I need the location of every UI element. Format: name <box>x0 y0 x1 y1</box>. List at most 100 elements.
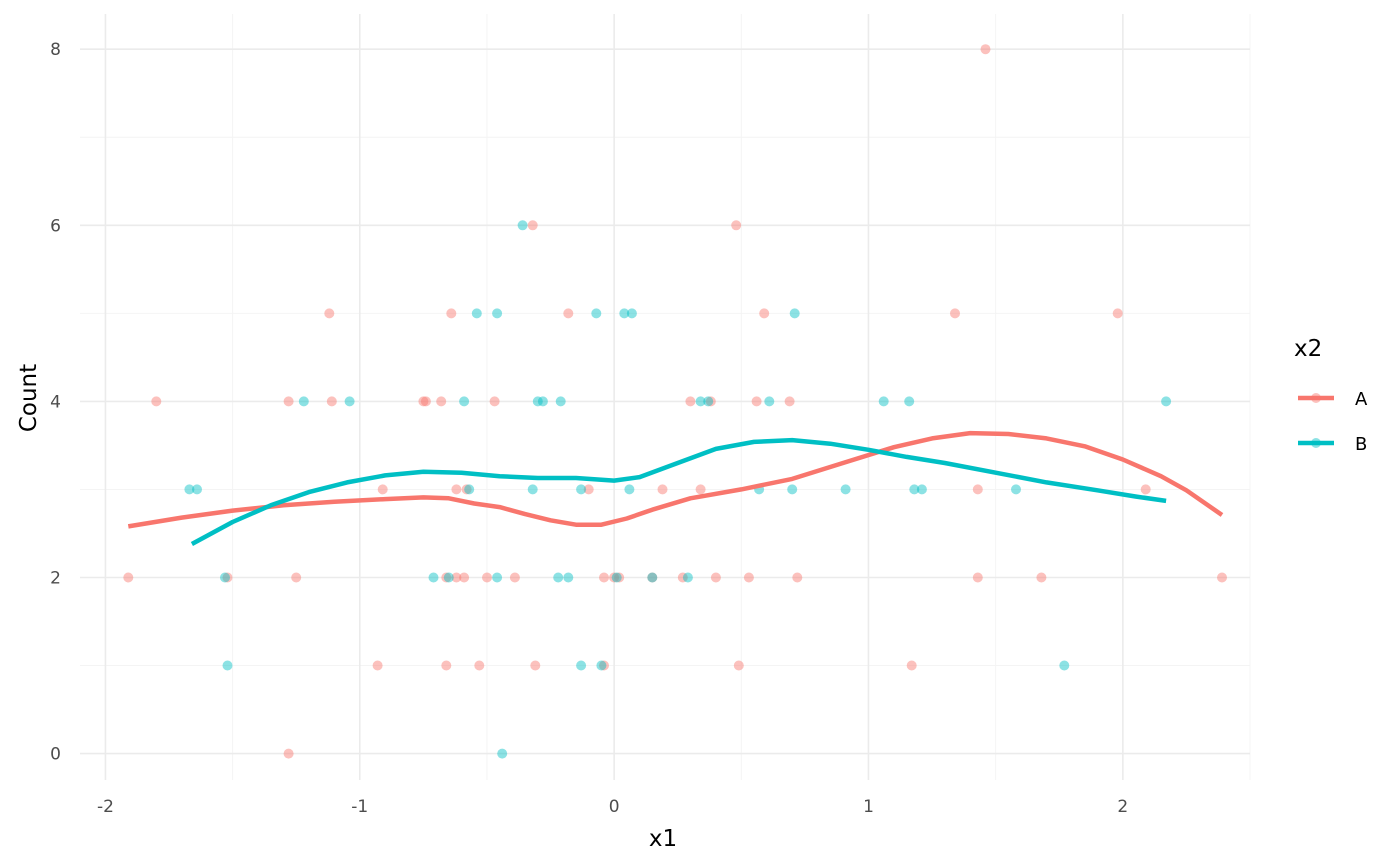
data-point-B <box>596 660 607 671</box>
data-point-B <box>563 572 574 583</box>
data-point-B <box>591 308 602 319</box>
data-point-A <box>1217 572 1227 583</box>
data-point-A <box>784 396 795 407</box>
data-point-B <box>428 572 439 583</box>
legend-key-point <box>1311 393 1321 403</box>
data-point-B <box>909 484 920 495</box>
data-point-A <box>283 748 294 759</box>
data-point-B <box>1059 660 1070 671</box>
data-point-A <box>377 484 388 495</box>
data-point-B <box>576 660 587 671</box>
x-tick-label: -2 <box>97 797 114 817</box>
data-point-B <box>916 484 927 495</box>
legend-key-point <box>1311 438 1321 448</box>
data-point-B <box>553 572 564 583</box>
y-tick-label: 4 <box>50 392 61 412</box>
data-point-B <box>459 396 470 407</box>
data-point-A <box>372 660 383 671</box>
data-point-A <box>441 660 452 671</box>
data-point-A <box>436 396 447 407</box>
smooth-lines <box>127 430 1224 546</box>
data-point-A <box>420 396 431 407</box>
data-point-A <box>563 308 574 319</box>
data-point-B <box>471 308 482 319</box>
legend-item-A: A <box>1298 389 1368 410</box>
legend: x2 AB <box>1294 336 1368 455</box>
data-point-A <box>751 396 762 407</box>
data-point-A <box>609 572 620 583</box>
x-tick-label: -1 <box>351 797 368 817</box>
data-point-A <box>695 484 706 495</box>
data-point-B <box>840 484 851 495</box>
data-point-A <box>482 572 492 583</box>
data-point-A <box>710 572 721 583</box>
data-point-B <box>344 396 355 407</box>
data-point-A <box>972 484 983 495</box>
legend-label: A <box>1355 389 1368 410</box>
data-point-A <box>647 572 658 583</box>
data-point-B <box>764 396 775 407</box>
x-tick-label: 0 <box>609 797 620 817</box>
data-point-B <box>192 484 202 495</box>
x-axis-title: x1 <box>649 826 677 852</box>
y-axis-title: Count <box>16 364 42 432</box>
legend-items: AB <box>1298 389 1368 455</box>
x-axis-ticks: -2 -1 0 1 2 <box>97 797 1128 817</box>
y-axis-ticks: 0 2 4 6 8 <box>50 40 61 764</box>
data-point-A <box>906 660 917 671</box>
data-point-B <box>527 484 538 495</box>
data-point-A <box>446 308 457 319</box>
data-point-B <box>878 396 889 407</box>
legend-label: B <box>1355 434 1367 455</box>
data-point-A <box>123 572 134 583</box>
data-point-A <box>759 308 770 319</box>
data-point-A <box>441 572 452 583</box>
grid-lines <box>80 14 1251 780</box>
data-point-A <box>474 660 485 671</box>
y-tick-label: 0 <box>50 745 61 765</box>
data-point-B <box>1011 484 1021 495</box>
data-point-A <box>792 572 803 583</box>
x-tick-label: 2 <box>1117 797 1128 817</box>
data-point-A <box>451 572 462 583</box>
data-point-B <box>626 308 637 319</box>
data-point-B <box>619 308 630 319</box>
data-point-B <box>904 396 915 407</box>
data-point-A <box>222 572 233 583</box>
data-point-B <box>537 396 548 407</box>
y-tick-label: 2 <box>50 568 61 588</box>
data-point-B <box>492 308 503 319</box>
data-point-B <box>220 572 230 583</box>
data-point-A <box>527 220 538 231</box>
data-point-B <box>1161 396 1172 407</box>
data-point-B <box>576 484 587 495</box>
data-point-A <box>733 660 744 671</box>
data-point-A <box>459 572 470 583</box>
data-point-A <box>657 484 668 495</box>
data-point-A <box>599 572 609 583</box>
data-point-A <box>599 660 609 671</box>
data-point-A <box>418 396 429 407</box>
data-point-A <box>980 44 991 55</box>
data-point-B <box>624 484 635 495</box>
legend-item-B: B <box>1298 434 1367 455</box>
data-point-A <box>1036 572 1047 583</box>
data-point-A <box>509 572 520 583</box>
x-tick-label: 1 <box>863 797 874 817</box>
data-point-B <box>517 220 528 231</box>
data-point-A <box>583 484 594 495</box>
data-point-A <box>950 308 960 319</box>
data-point-A <box>614 572 625 583</box>
data-point-A <box>1112 308 1123 319</box>
data-point-A <box>324 308 335 319</box>
data-point-B <box>222 660 233 671</box>
data-point-A <box>972 572 983 583</box>
data-point-B <box>443 572 454 583</box>
data-point-B <box>787 484 798 495</box>
data-point-A <box>291 572 302 583</box>
data-point-B <box>703 396 714 407</box>
data-point-A <box>530 660 541 671</box>
smooth-line-B <box>190 437 1167 546</box>
data-point-B <box>789 308 800 319</box>
